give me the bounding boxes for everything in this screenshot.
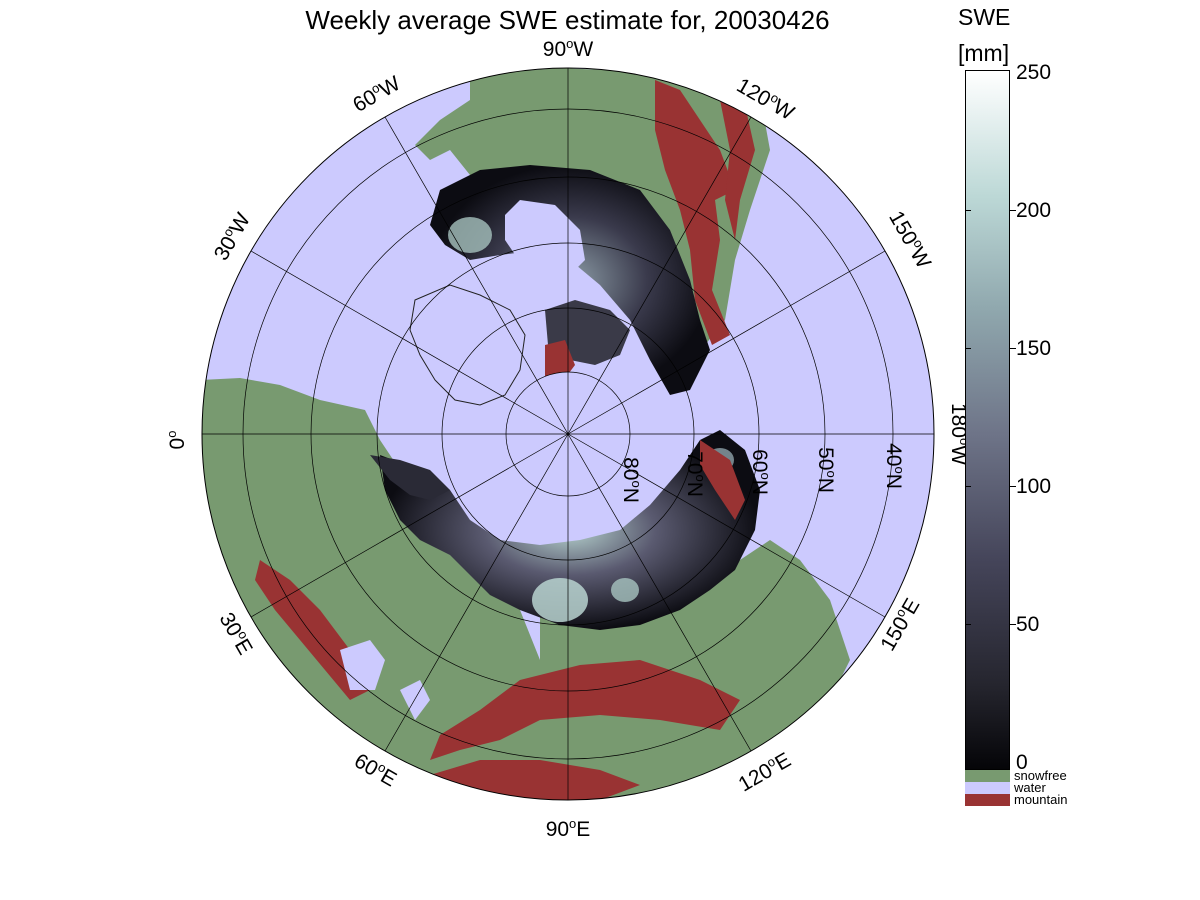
- legend-label-snowfree: snowfree: [1014, 768, 1067, 783]
- colorbar-tick-label: 250: [1016, 61, 1052, 84]
- lat-label-50n: 50oN: [814, 447, 839, 493]
- colorbar-tick: [1010, 624, 1016, 625]
- lon-label-90w: 90oW: [543, 36, 594, 61]
- lon-label-150w: 150oW: [884, 206, 937, 272]
- legend-swatch-snowfree: [965, 770, 1010, 782]
- lon-label-90e: 90oE: [546, 816, 591, 841]
- colorbar-tick: [965, 210, 971, 211]
- european-mountains: [255, 560, 370, 700]
- east-siberia-mountains: [700, 440, 745, 520]
- legend-swatch-mountain: [965, 794, 1010, 806]
- colorbar-tick: [1010, 348, 1016, 349]
- lat-label-80n: 80oN: [619, 457, 644, 503]
- colorbar-tick: [1010, 486, 1016, 487]
- siberia-snow-peak: [532, 578, 588, 622]
- legend-swatch-water: [965, 782, 1010, 794]
- lat-label-70n: 70oN: [683, 451, 708, 497]
- colorbar-tick: [965, 624, 971, 625]
- caspian-sea: [400, 680, 430, 720]
- canada-snow-cover: [430, 165, 710, 395]
- colorbar-tick: [965, 486, 971, 487]
- colorbar-tick-label: 150: [1016, 337, 1052, 360]
- lon-label-0: 0o: [164, 431, 189, 450]
- colorbar-tick: [1010, 210, 1016, 211]
- colorbar-unit: [mm]: [958, 40, 1010, 66]
- colorbar-tick: [965, 348, 971, 349]
- colorbar-title: SWE: [958, 4, 1011, 30]
- legend-label-water: water: [1014, 780, 1046, 795]
- rockies-mountains: [655, 80, 735, 345]
- central-asia-mountains: [430, 660, 740, 760]
- longitude-labels: 90oW 120oW 150oW 180oW 150oE 120oE 90oE …: [164, 36, 972, 841]
- labrador-snow-peak: [448, 217, 492, 253]
- map-border: [201, 67, 935, 801]
- graticule: [202, 68, 934, 800]
- legend-label-mountain: mountain: [1014, 792, 1068, 807]
- lat-label-40n: 40oN: [882, 443, 907, 489]
- colorbar-tick-label: 100: [1016, 475, 1052, 498]
- eurasia-snow-cover: [380, 430, 760, 630]
- lon-label-60w: 60oW: [348, 70, 404, 117]
- latitude-labels: 80oN 70oN 60oN 50oN 40oN: [619, 443, 907, 503]
- greenland: [409, 284, 526, 406]
- map-title: Weekly average SWE estimate for, 2003042…: [305, 5, 830, 35]
- lat-label-60n: 60oN: [748, 449, 773, 495]
- scandinavia-snow-cover: [370, 455, 450, 500]
- black-sea: [340, 640, 385, 690]
- hudson-bay: [505, 200, 585, 280]
- colorbar-tick-label: 0: [1016, 751, 1028, 774]
- swe-colorbar: [965, 70, 1010, 770]
- colorbar-tick-label: 50: [1016, 613, 1040, 636]
- alaska-mountains: [720, 100, 755, 240]
- colorbar-tick-label: 200: [1016, 199, 1052, 222]
- siberia-snow-peak-2: [611, 578, 639, 602]
- lon-label-180w: 180oW: [947, 403, 972, 465]
